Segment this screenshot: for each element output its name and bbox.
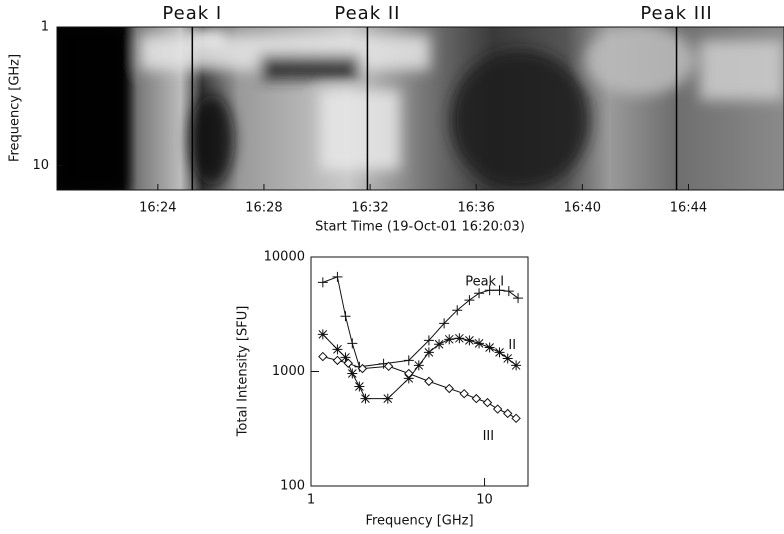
spectrogram-frame bbox=[56, 26, 784, 191]
marker bbox=[424, 376, 434, 387]
marker bbox=[511, 360, 522, 371]
series-label: III bbox=[483, 429, 495, 444]
x-tick-label: 16:44 bbox=[670, 201, 707, 216]
x-tick-label: 16:32 bbox=[351, 201, 388, 216]
series-label: II bbox=[508, 338, 516, 353]
marker bbox=[503, 408, 513, 419]
y-tick-label: 10 bbox=[32, 158, 49, 173]
marker bbox=[332, 344, 343, 355]
marker bbox=[452, 305, 463, 316]
marker bbox=[464, 335, 475, 346]
y-tick-label: 100 bbox=[280, 479, 305, 494]
marker bbox=[357, 363, 368, 374]
marker bbox=[434, 339, 445, 350]
marker bbox=[332, 355, 343, 366]
marker bbox=[413, 360, 424, 371]
x-tick-label: 16:28 bbox=[245, 201, 282, 216]
marker bbox=[482, 397, 493, 408]
x-tick-label: 16:24 bbox=[139, 201, 176, 216]
marker bbox=[444, 334, 455, 345]
x-axis-title: Start Time (19-Oct-01 16:20:03) bbox=[315, 220, 525, 235]
marker bbox=[454, 333, 465, 344]
x-tick-label: 16:40 bbox=[564, 201, 601, 216]
marker bbox=[404, 368, 414, 379]
marker bbox=[484, 342, 495, 353]
marker bbox=[503, 286, 514, 297]
marker bbox=[474, 338, 485, 349]
marker bbox=[492, 404, 503, 414]
marker bbox=[340, 311, 351, 322]
marker bbox=[382, 393, 393, 404]
y-tick-label: 1000 bbox=[272, 364, 305, 379]
marker bbox=[423, 347, 434, 358]
peak-label: Peak III bbox=[640, 3, 712, 24]
marker bbox=[317, 329, 328, 340]
plot-frame bbox=[310, 256, 529, 487]
marker bbox=[423, 335, 434, 346]
peak-label: Peak II bbox=[334, 3, 400, 24]
x-tick-label: 16:36 bbox=[457, 201, 494, 216]
marker bbox=[343, 358, 353, 368]
marker bbox=[347, 368, 358, 379]
marker bbox=[332, 271, 343, 282]
marker bbox=[340, 352, 351, 363]
marker bbox=[403, 355, 414, 366]
marker bbox=[318, 351, 328, 362]
marker bbox=[403, 373, 414, 384]
y-axis-title: Total Intensity [SFU] bbox=[236, 306, 251, 438]
x-tick-label: 10 bbox=[476, 493, 493, 508]
marker bbox=[513, 293, 524, 304]
marker bbox=[502, 353, 513, 364]
marker bbox=[383, 361, 394, 372]
marker bbox=[354, 381, 365, 392]
marker bbox=[444, 383, 454, 394]
marker bbox=[471, 393, 482, 404]
marker bbox=[439, 318, 450, 329]
y-tick-label: 1 bbox=[41, 20, 49, 35]
spectrogram-image bbox=[57, 27, 784, 190]
y-tick-label: 10000 bbox=[264, 250, 305, 265]
marker bbox=[317, 277, 328, 288]
marker bbox=[511, 413, 521, 424]
marker bbox=[474, 288, 485, 299]
x-axis-title: Frequency [GHz] bbox=[365, 514, 473, 529]
peak-label: Peak I bbox=[162, 3, 222, 24]
marker bbox=[484, 285, 495, 296]
marker bbox=[494, 285, 505, 296]
x-tick-label: 1 bbox=[307, 493, 315, 508]
y-axis-title: Frequency [GHz] bbox=[8, 54, 23, 162]
series-label: Peak I bbox=[465, 275, 504, 290]
marker bbox=[494, 347, 505, 358]
marker bbox=[464, 295, 475, 306]
marker bbox=[360, 393, 371, 404]
marker bbox=[347, 338, 358, 349]
marker bbox=[459, 388, 469, 399]
